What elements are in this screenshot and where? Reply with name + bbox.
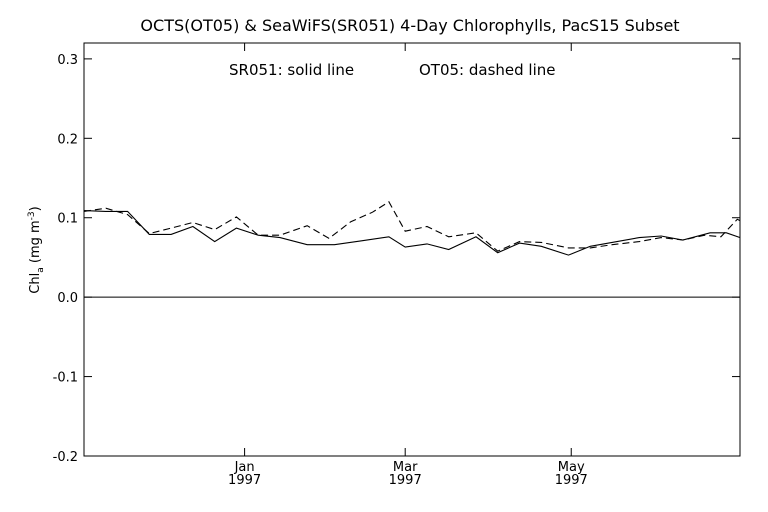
x-tick-label-year: 1997 xyxy=(389,473,422,488)
series-line-SR051 xyxy=(84,210,740,256)
chart-title: OCTS(OT05) & SeaWiFS(SR051) 4-Day Chloro… xyxy=(140,16,679,35)
plot-frame xyxy=(83,42,741,457)
x-tick-label-month: May xyxy=(558,460,585,475)
series-group xyxy=(84,201,740,256)
y-axis-label-units: (mg m xyxy=(28,220,43,267)
y-tick-label: 0.0 xyxy=(57,291,78,306)
y-axis-label-units-close: ) xyxy=(28,206,43,211)
annotation-dashed-line: OT05: dashed line xyxy=(419,61,556,79)
y-tick-label: 0.3 xyxy=(57,53,78,68)
x-tick-label-month: Jan xyxy=(234,460,255,475)
y-tick-label: -0.1 xyxy=(53,371,78,386)
y-axis-label-main: Chl xyxy=(28,273,43,294)
y-axis-label: Chla (mg m-3) xyxy=(27,206,46,293)
y-tick-label: -0.2 xyxy=(53,450,78,465)
annotation-solid-line: SR051: solid line xyxy=(229,61,354,79)
y-axis-ticks: 0.3 0.2 0.1 0.0 -0.1 -0.2 xyxy=(53,53,740,465)
x-tick-label-year: 1997 xyxy=(228,473,261,488)
y-tick-label: 0.2 xyxy=(57,132,78,147)
x-tick-label-year: 1997 xyxy=(555,473,588,488)
y-axis-label-sub: a xyxy=(36,267,46,273)
y-axis-label-units-sup: -3 xyxy=(27,211,37,220)
y-tick-label: 0.1 xyxy=(57,212,78,227)
series-line-OT05 xyxy=(84,201,740,252)
x-tick-label-month: Mar xyxy=(393,460,418,475)
